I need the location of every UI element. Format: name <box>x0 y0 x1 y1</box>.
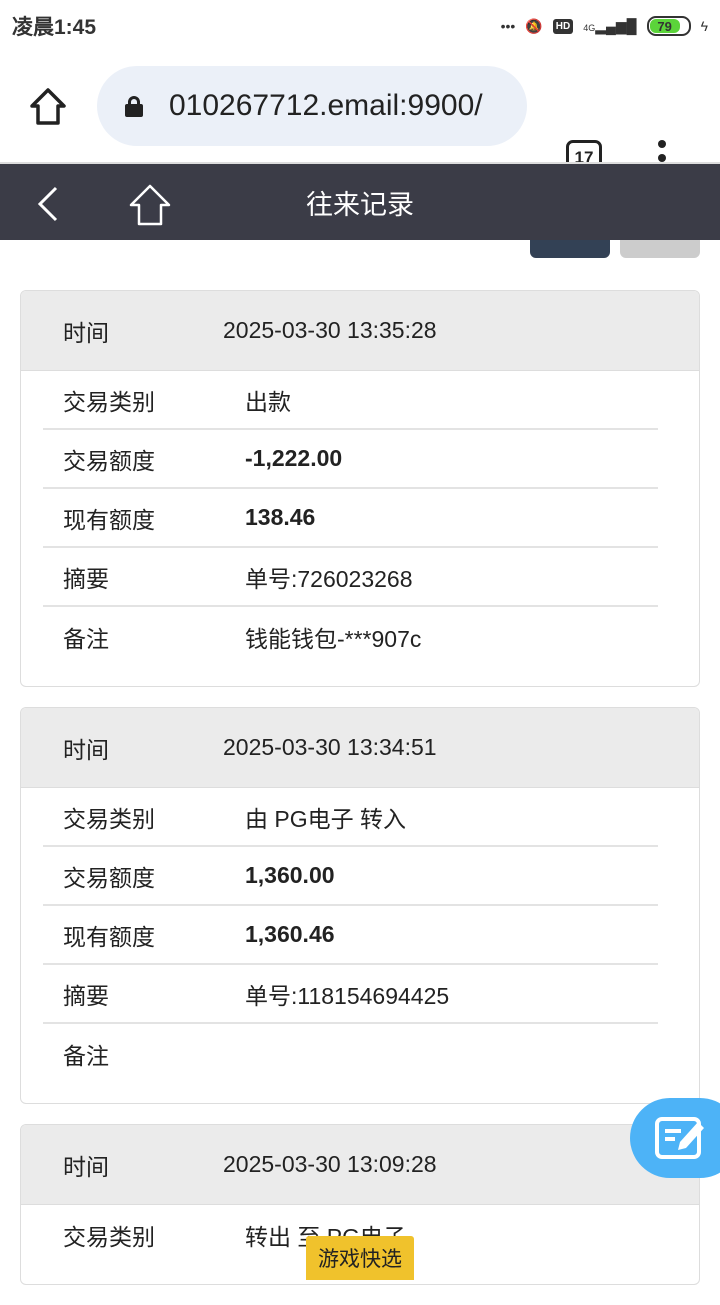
field-label: 现有额度 <box>63 923 155 950</box>
field-label: 交易类别 <box>63 805 155 832</box>
record-time-row: 时间 2025-03-30 13:34:51 <box>21 708 699 788</box>
bell-muted-icon: 🔕 <box>525 17 543 34</box>
field-label: 交易类别 <box>63 1223 155 1250</box>
address-bar[interactable]: 010267712.email:9900/ <box>97 66 527 146</box>
signal-icon: 4G▂▄▆█ <box>583 17 637 34</box>
charging-icon: ϟ <box>700 18 708 34</box>
lock-icon <box>125 96 143 117</box>
field-value: 1,360.46 <box>245 921 335 947</box>
record-field-row: 交易类别 由 PG电子 转入 <box>43 788 658 847</box>
battery-icon: 79 <box>646 16 691 36</box>
record-field-row: 交易类别 出款 <box>43 371 658 430</box>
field-label: 交易额度 <box>63 864 155 891</box>
time-value: 2025-03-30 13:09:28 <box>223 1151 437 1177</box>
more-notifications-icon: ••• <box>500 18 516 34</box>
app-header: 往来记录 <box>0 162 720 240</box>
field-value: 138.46 <box>245 504 316 530</box>
browser-home-icon[interactable] <box>28 86 68 126</box>
record-card: 时间 2025-03-30 13:34:51 交易类别 由 PG电子 转入交易额度 1,… <box>20 707 700 1104</box>
record-field-row: 现有额度 1,360.46 <box>43 906 658 965</box>
record-time-row: 时间 2025-03-30 13:09:28 <box>21 1125 699 1205</box>
record-card: 时间 2025-03-30 13:35:28 交易类别 出款交易额度 -1,222.00… <box>20 290 700 687</box>
record-field-row: 备注 <box>43 1024 658 1083</box>
record-field-row: 交易额度 -1,222.00 <box>43 430 658 489</box>
field-value: 1,360.00 <box>245 862 335 888</box>
field-value: 由 PG电子 转入 <box>245 805 407 832</box>
game-quick-select-button[interactable]: 游戏快选 <box>306 1236 414 1280</box>
time-label: 时间 <box>63 319 109 346</box>
status-bar: 凌晨1:45 ••• 🔕 HD 4G▂▄▆█ 79 ϟ <box>0 0 720 52</box>
field-label: 现有额度 <box>63 506 155 533</box>
record-field-row: 现有额度 138.46 <box>43 489 658 548</box>
time-value: 2025-03-30 13:35:28 <box>223 317 437 343</box>
field-value: 钱能钱包-***907c <box>245 625 422 652</box>
back-icon[interactable] <box>36 186 60 222</box>
record-time-row: 时间 2025-03-30 13:35:28 <box>21 291 699 371</box>
reset-button[interactable] <box>620 240 700 258</box>
field-label: 摘要 <box>63 982 109 1009</box>
page-title: 往来记录 <box>306 189 414 220</box>
time-value: 2025-03-30 13:34:51 <box>223 734 437 760</box>
browser-toolbar: 010267712.email:9900/ 17 <box>0 52 720 176</box>
time-label: 时间 <box>63 1153 109 1180</box>
url-text: 010267712.email:9900/ <box>169 89 483 122</box>
field-label: 备注 <box>63 1042 109 1069</box>
record-field-row: 摘要 单号:726023268 <box>43 548 658 607</box>
hd-icon: HD <box>552 18 574 34</box>
field-label: 备注 <box>63 625 109 652</box>
edit-note-icon <box>655 1117 704 1159</box>
field-label: 摘要 <box>63 565 109 592</box>
field-label: 交易额度 <box>63 447 155 474</box>
status-time: 凌晨1:45 <box>12 16 97 39</box>
filter-button[interactable] <box>530 240 610 258</box>
field-value: 单号:726023268 <box>245 565 413 592</box>
field-value: -1,222.00 <box>245 445 343 471</box>
edit-floating-button[interactable] <box>630 1098 720 1178</box>
record-list: 时间 2025-03-30 13:35:28 交易类别 出款交易额度 -1,222.00… <box>20 290 700 1305</box>
record-field-row: 摘要 单号:118154694425 <box>43 965 658 1024</box>
field-value: 单号:118154694425 <box>245 982 450 1009</box>
record-field-row: 备注 钱能钱包-***907c <box>43 607 658 666</box>
field-label: 交易类别 <box>63 388 155 415</box>
field-value: 出款 <box>245 388 291 415</box>
record-field-row: 交易额度 1,360.00 <box>43 847 658 906</box>
home-icon[interactable] <box>128 184 172 226</box>
time-label: 时间 <box>63 736 109 763</box>
